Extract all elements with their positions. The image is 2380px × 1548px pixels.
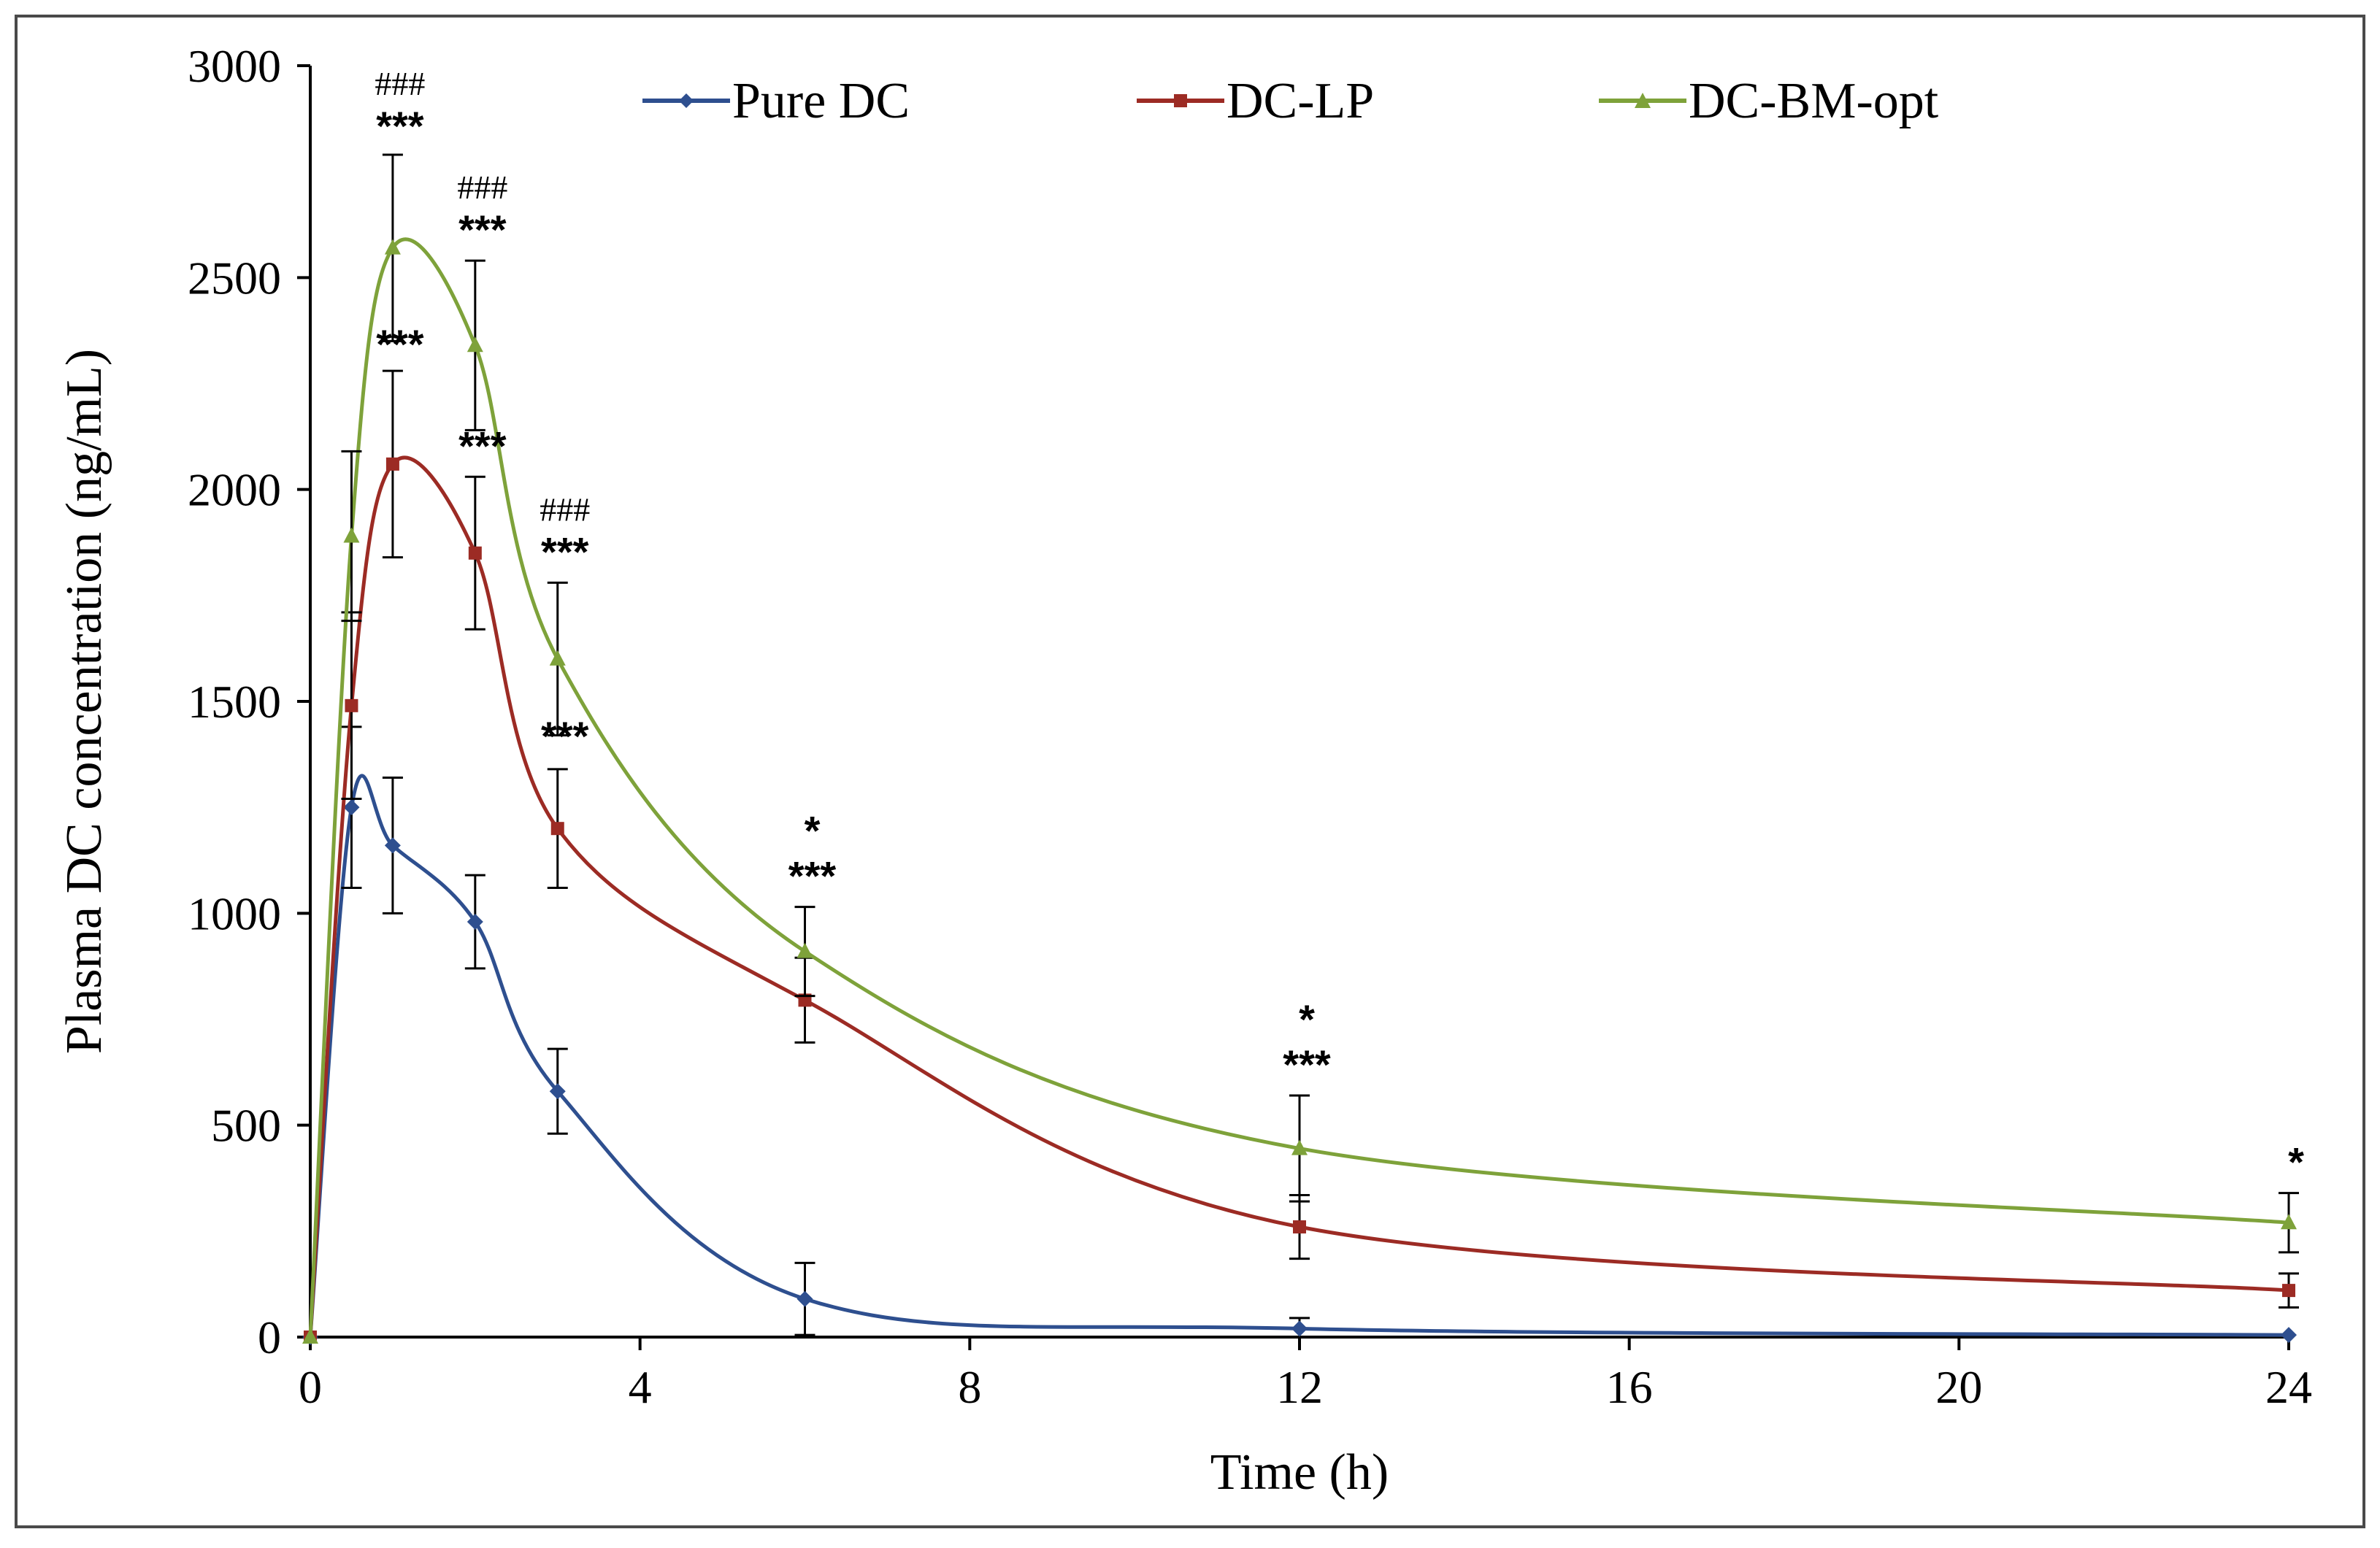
significance-marker-0-0: ### (375, 65, 425, 102)
legend-marker-dc-lp (1174, 94, 1187, 107)
data-point-dc-bm-opt-1 (384, 239, 401, 255)
x-tick-label-12: 12 (1276, 1361, 1323, 1413)
data-point-pure-dc-2 (467, 913, 483, 930)
significance-marker-5-0: *** (541, 713, 589, 759)
x-tick-label-24: 24 (2265, 1361, 2312, 1413)
significance-marker-6-1: *** (788, 853, 837, 899)
data-point-dc-lp-12 (1293, 1220, 1306, 1234)
significance-annotations: ***###***###*********###************ (375, 65, 2304, 1185)
data-point-dc-bm-opt-24 (2281, 1214, 2297, 1230)
x-axis-title: Time (h) (1210, 1444, 1389, 1501)
legend-label-dc-bm-opt: DC-BM-opt (1689, 73, 1939, 129)
legend-label-pure-dc: Pure DC (732, 73, 910, 129)
figure-border (15, 15, 2365, 1528)
x-tick-label-20: 20 (1935, 1361, 1982, 1413)
data-point-dc-lp-1 (385, 457, 399, 471)
y-tick-label-2000: 2000 (188, 464, 281, 516)
legend-label-dc-lp: DC-LP (1227, 73, 1374, 129)
data-point-dc-lp-2 (468, 546, 482, 560)
significance-marker-2-0: *** (376, 321, 424, 367)
x-tick-label-0: 0 (299, 1361, 322, 1413)
data-point-dc-bm-opt-12 (1291, 1139, 1308, 1155)
significance-marker-7-1: *** (1283, 1041, 1331, 1087)
significance-marker-4-0: ### (540, 491, 590, 528)
data-point-dc-lp-0.5 (345, 698, 358, 712)
data-point-pure-dc-1 (384, 837, 401, 854)
y-tick-label-1500: 1500 (188, 676, 281, 728)
legend-marker-dc-bm-opt (1635, 93, 1651, 108)
significance-marker-0-1: *** (376, 103, 424, 149)
significance-marker-8-0: * (2288, 1139, 2304, 1185)
legend-item-pure-dc: Pure DC (642, 73, 910, 129)
significance-marker-6-0: * (805, 808, 821, 854)
series-line-dc-bm-opt (308, 237, 2289, 1338)
data-point-dc-bm-opt-0.5 (343, 527, 360, 543)
data-point-pure-dc-24 (2281, 1327, 2297, 1344)
x-tick-label-16: 16 (1606, 1361, 1653, 1413)
data-point-pure-dc-6 (796, 1290, 813, 1307)
series-dc-lp (304, 369, 2299, 1344)
series-dc-bm-opt (302, 153, 2299, 1344)
data-point-pure-dc-3 (549, 1083, 566, 1100)
y-ticks: 0 500 1000 1500 2000 2500 3000 (188, 40, 310, 1363)
data-point-dc-lp-3 (550, 822, 564, 836)
data-point-dc-bm-opt-0 (302, 1328, 318, 1344)
x-tick-label-4: 4 (629, 1361, 652, 1413)
y-tick-label-500: 500 (211, 1100, 281, 1152)
legend: Pure DC DC-LP DC-BM-opt (642, 73, 1939, 129)
legend-marker-pure-dc (679, 93, 694, 108)
y-tick-label-3000: 3000 (188, 40, 281, 92)
data-point-dc-lp-24 (2282, 1284, 2295, 1298)
x-ticks: 0 4 8 12 16 20 24 (299, 1337, 2312, 1413)
data-point-dc-bm-opt-6 (796, 942, 813, 958)
x-tick-label-8: 8 (958, 1361, 981, 1413)
y-tick-label-1000: 1000 (188, 887, 281, 939)
significance-marker-7-0: * (1299, 996, 1315, 1042)
series-layer (302, 153, 2299, 1345)
legend-item-dc-bm-opt: DC-BM-opt (1599, 73, 1939, 129)
data-point-pure-dc-12 (1291, 1320, 1308, 1337)
y-axis-title: Plasma DC concentration (ng/mL) (56, 349, 112, 1054)
y-tick-label-2500: 2500 (188, 252, 281, 304)
data-point-dc-bm-opt-2 (467, 336, 483, 353)
data-point-dc-bm-opt-3 (549, 650, 566, 666)
legend-item-dc-lp: DC-LP (1137, 73, 1374, 129)
y-tick-label-0: 0 (258, 1312, 281, 1363)
significance-marker-1-0: ### (457, 169, 507, 206)
significance-marker-1-1: *** (458, 207, 507, 253)
data-point-pure-dc-0.5 (343, 799, 360, 816)
significance-marker-3-0: *** (458, 423, 507, 469)
significance-marker-4-1: *** (541, 529, 589, 575)
